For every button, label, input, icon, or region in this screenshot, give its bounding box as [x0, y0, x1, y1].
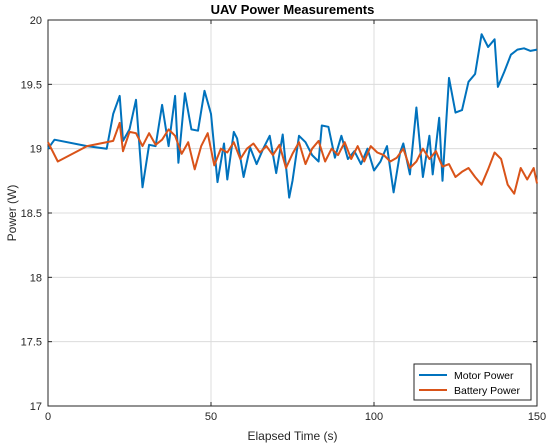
x-tick-label: 50: [205, 411, 217, 423]
legend-box: [413, 363, 532, 401]
x-axis-label: Elapsed Time (s): [247, 429, 337, 443]
y-tick-label: 20: [30, 15, 42, 27]
y-tick-label: 19.5: [21, 79, 42, 91]
ticks: 0 50 100 150 17 17.5 18 18.5 19 19.5 20: [21, 15, 547, 423]
x-tick-label: 150: [528, 411, 546, 423]
y-tick-label: 17.5: [21, 337, 42, 349]
legend-entry-0: Motor Power: [454, 370, 514, 382]
x-tick-label: 0: [45, 411, 51, 423]
x-tick-label: 100: [365, 411, 383, 423]
legend: Motor Power Battery Power: [413, 363, 532, 401]
series-line-0: [47, 33, 538, 199]
y-axis-label: Power (W): [5, 185, 19, 242]
y-tick-label: 19: [30, 144, 42, 156]
y-tick-label: 18.5: [21, 208, 42, 220]
y-tick-label: 17: [30, 401, 42, 413]
legend-entry-1: Battery Power: [454, 385, 520, 397]
series-lines: [47, 33, 538, 199]
series-line-1: [47, 121, 538, 195]
chart-title: UAV Power Measurements: [211, 2, 375, 17]
y-tick-label: 18: [30, 272, 42, 284]
